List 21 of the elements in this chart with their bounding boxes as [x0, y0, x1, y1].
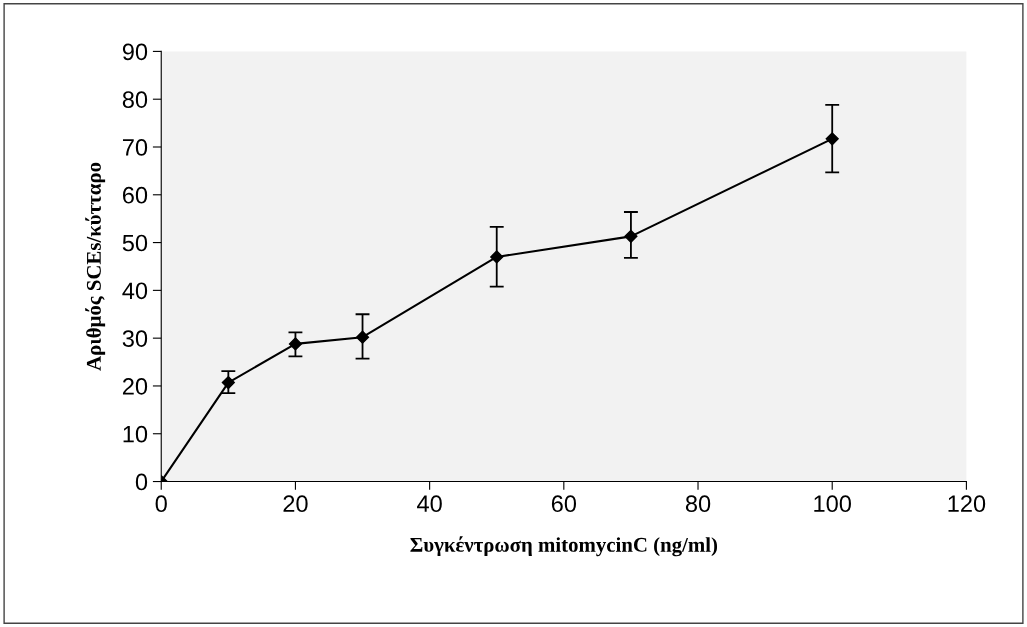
y-tick-label: 70 [122, 139, 148, 156]
x-tick-label: 80 [685, 495, 711, 513]
y-tick-label: 40 [122, 282, 148, 300]
x-tick-label: 0 [155, 495, 167, 513]
y-tick-label: 0 [135, 473, 148, 491]
y-tick-label: 60 [122, 186, 148, 204]
x-tick-label: 20 [283, 495, 308, 513]
point [355, 330, 370, 344]
y-tick-label: 50 [122, 234, 148, 252]
y-tick-label: 10 [123, 425, 148, 443]
x-tick-label: 100 [814, 495, 851, 513]
y-tick-label: 30 [122, 330, 148, 347]
y-axis-title: Αριθμός SCEs/κύτταρο [85, 162, 106, 371]
x-tick-label: 60 [551, 495, 577, 513]
x-tick-label: 120 [948, 495, 986, 513]
x-tick-label: 40 [417, 495, 442, 513]
x-axis-title: Συγκέντρωση mitomycinC (ng/ml) [410, 536, 718, 557]
point [288, 337, 303, 351]
y-tick-label: 20 [122, 378, 148, 395]
y-tick-label: 80 [122, 91, 148, 108]
y-tick-label: 90 [122, 43, 148, 61]
